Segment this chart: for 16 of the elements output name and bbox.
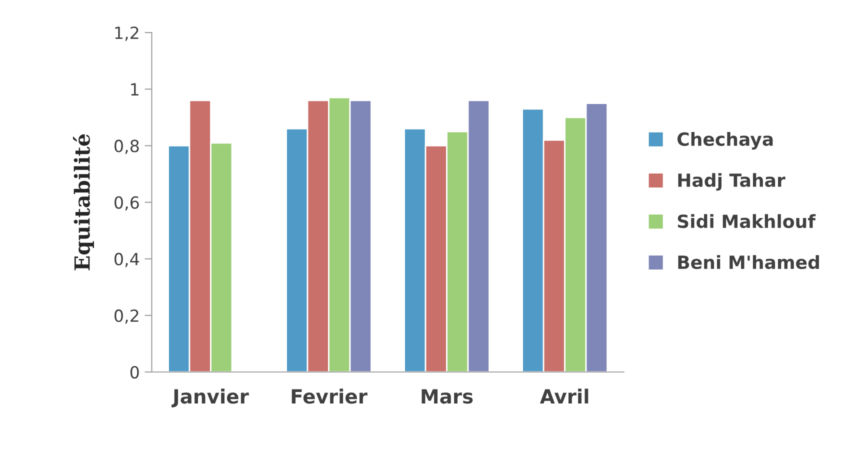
x-tick-label: Janvier xyxy=(172,388,249,408)
y-tick-label: 0 xyxy=(130,366,139,379)
y-tick-label: 0,8 xyxy=(114,140,139,154)
legend-label: Sidi Makhlouf xyxy=(678,214,816,228)
legend-label: Chechaya xyxy=(677,132,773,150)
y-tick-label: 1 xyxy=(131,83,138,96)
y-tick-label: 1,2 xyxy=(115,26,138,41)
x-tick-label: Avril xyxy=(540,388,588,404)
legend-label: Hadj Tahar xyxy=(678,173,786,191)
y-tick-label: 0,2 xyxy=(114,309,138,324)
x-tick-label: Mars xyxy=(422,389,473,404)
y-tick-label: 0,6 xyxy=(114,196,139,211)
x-tick-label: Fevrier xyxy=(292,388,368,404)
y-tick-label: 0,4 xyxy=(114,252,139,268)
y-axis-title: Equitabilité xyxy=(72,134,94,270)
legend-label: Beni M'hamed xyxy=(678,255,819,270)
